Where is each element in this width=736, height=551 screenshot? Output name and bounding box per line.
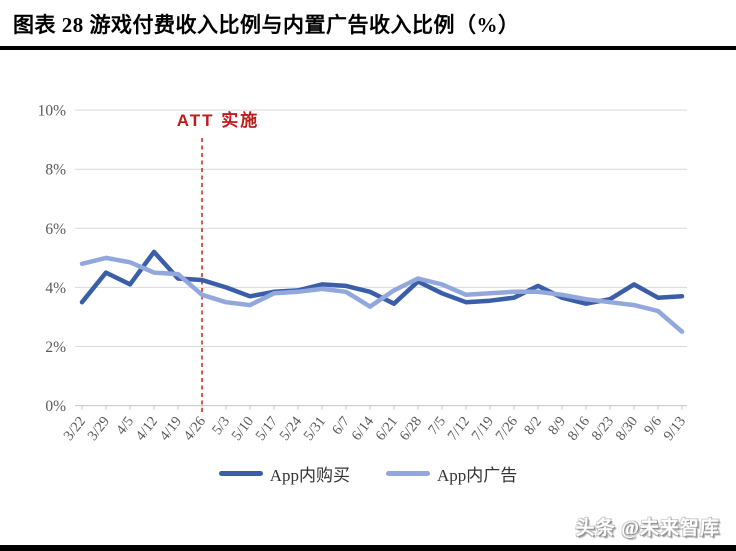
- x-tick-label: 7/19: [469, 414, 497, 444]
- legend-swatch-purchase: [218, 471, 263, 476]
- line-chart: 0% 2% 4% 6% 8% 10% 3/223/29 4/54/124/194/26 5/35…: [38, 103, 690, 444]
- legend-swatch-ads: [386, 471, 430, 476]
- y-tick-label: 8%: [45, 162, 66, 179]
- y-tick-label: 4%: [45, 280, 66, 297]
- x-axis-labels: 3/223/29 4/54/124/194/26 5/35/105/175/245/…: [61, 413, 689, 444]
- y-gridlines: [75, 109, 687, 407]
- x-axis-ticks: [81, 405, 683, 410]
- y-axis-labels: 0% 2% 4% 6% 8% 10%: [38, 103, 67, 416]
- x-tick-label: 4/12: [133, 414, 161, 444]
- x-tick-label: 5/24: [277, 413, 306, 444]
- x-tick-label: 5/31: [301, 414, 329, 444]
- x-tick-label: 7/26: [493, 414, 521, 444]
- y-tick-label: 6%: [45, 221, 66, 238]
- y-tick-label: 0%: [45, 398, 66, 415]
- watermark: 头条 @未来智库: [575, 518, 720, 539]
- legend-label-ads: App内广告: [437, 466, 518, 485]
- x-tick-label: 8/16: [565, 414, 593, 444]
- x-tick-label: 5/17: [253, 414, 281, 444]
- x-tick-label: 8/30: [613, 414, 641, 444]
- x-tick-label: 6/28: [397, 414, 425, 444]
- x-tick-label: 3/29: [85, 414, 113, 444]
- legend-item-purchase: App内购买: [218, 461, 350, 486]
- series-line-1: [79, 255, 685, 334]
- legend-label-purchase: App内购买: [269, 466, 350, 485]
- att-annotation-label: ATT 实施: [177, 110, 260, 130]
- x-tick-label: 9/13: [661, 414, 689, 444]
- y-tick-label: 10%: [38, 103, 67, 120]
- x-tick-label: 8/2: [521, 414, 545, 438]
- x-tick-label: 7/12: [445, 414, 473, 444]
- x-tick-label: 6/21: [373, 414, 401, 444]
- bottom-rule: [0, 545, 736, 551]
- x-tick-label: 4/26: [181, 414, 209, 444]
- x-tick-label: 6/14: [349, 413, 378, 444]
- x-tick-label: 5/10: [229, 414, 257, 444]
- page-title: 图表 28 游戏付费收入比例与内置广告收入比例（%）: [13, 13, 520, 37]
- y-tick-label: 2%: [45, 339, 66, 356]
- x-tick-label: 4/19: [157, 414, 185, 444]
- title-underline: [0, 46, 736, 50]
- x-tick-label: 8/23: [589, 414, 617, 444]
- chart-legend: App内购买 App内广告: [0, 461, 736, 486]
- x-tick-label: 3/22: [61, 414, 89, 444]
- legend-item-ads: App内广告: [386, 461, 517, 486]
